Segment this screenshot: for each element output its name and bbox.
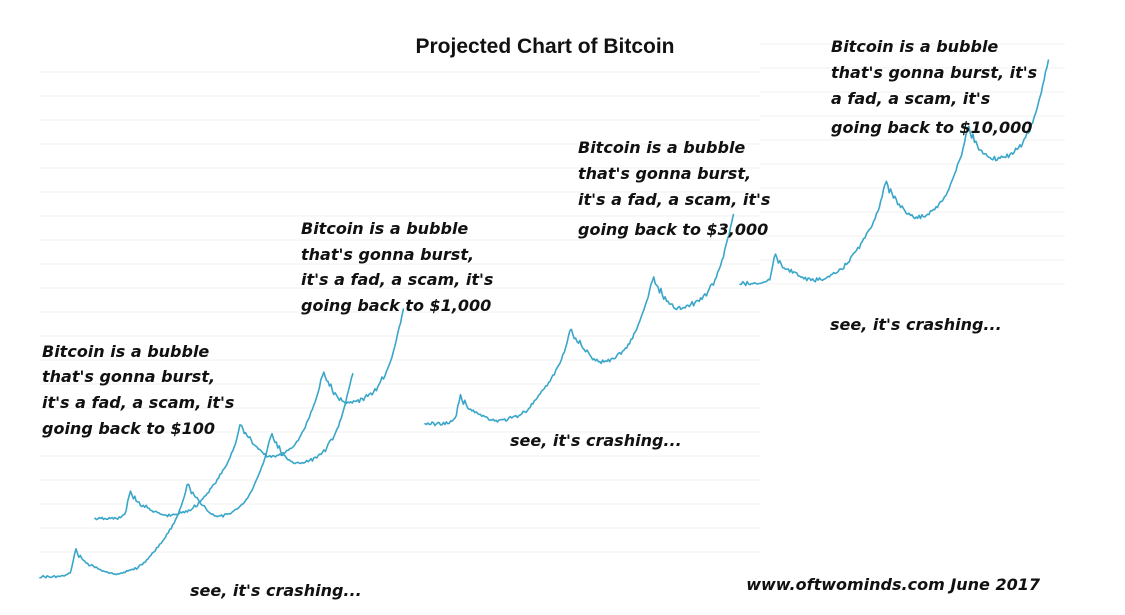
bubble-note-line: going back to $100 (42, 419, 215, 438)
bubble-note-line: it's a fad, a scam, it's (578, 190, 770, 209)
bubble-note-line: Bitcoin is a bubble (831, 37, 998, 56)
bubble-note-line: going back to $1,000 (301, 296, 491, 315)
chart-gridlines (40, 43, 1065, 553)
crash-note-3: see, it's crashing... (830, 315, 1002, 334)
bubble-note-line: Bitcoin is a bubble (578, 138, 745, 157)
bubble-note-line: a fad, a scam, it's (831, 89, 990, 108)
price-line (39, 59, 1050, 579)
bubble-note-line: that's gonna burst, (42, 367, 215, 386)
bubble-note-line: going back to $3,000 (578, 220, 768, 239)
bubble-note-line: that's gonna burst, (578, 164, 751, 183)
bubble-note-100: Bitcoin is a bubble that's gonna burst, … (42, 342, 234, 438)
bubble-note-line: it's a fad, a scam, it's (301, 270, 493, 289)
bubble-note-3000: Bitcoin is a bubble that's gonna burst, … (578, 138, 770, 239)
price-line-cycle-2 (94, 308, 405, 521)
bubble-note-line: that's gonna burst, it's (831, 63, 1037, 82)
crash-note-1: see, it's crashing... (190, 581, 362, 600)
bubble-note-line: that's gonna burst, (301, 245, 474, 264)
price-line-cycle-1 (39, 373, 354, 579)
bubble-note-1000: Bitcoin is a bubble that's gonna burst, … (301, 219, 493, 315)
bubble-note-line: Bitcoin is a bubble (42, 342, 209, 361)
price-line-cycle-3 (424, 213, 735, 427)
bubble-note-line: Bitcoin is a bubble (301, 219, 468, 238)
price-line-cycle-4 (739, 59, 1050, 287)
chart-title: Projected Chart of Bitcoin (415, 35, 674, 58)
bubble-note-line: going back to $10,000 (831, 118, 1032, 137)
bubble-note-line: it's a fad, a scam, it's (42, 393, 234, 412)
source-credit: www.oftwominds.com June 2017 (746, 575, 1041, 594)
crash-note-2: see, it's crashing... (510, 431, 682, 450)
bubble-note-10000: Bitcoin is a bubble that's gonna burst, … (831, 37, 1037, 137)
